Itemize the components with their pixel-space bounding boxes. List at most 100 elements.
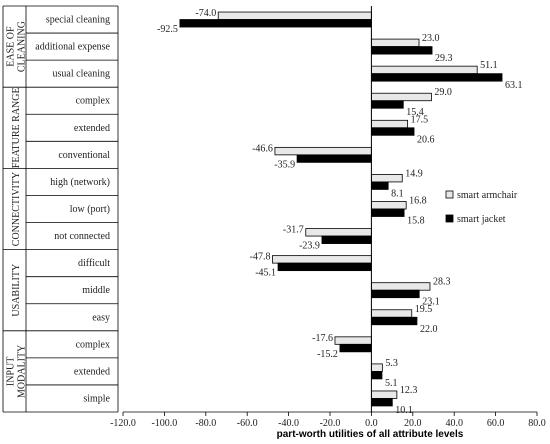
- bar-smart-armchair: [370, 119, 409, 129]
- value-label: -31.7: [283, 225, 304, 236]
- value-label: 29.3: [435, 53, 453, 64]
- value-label: -17.6: [312, 333, 333, 344]
- category-label: extended: [74, 366, 110, 377]
- x-tick-label: -20.0: [320, 418, 341, 429]
- x-tick-label: 20.0: [404, 418, 422, 429]
- category-label: middle: [82, 285, 110, 296]
- value-label: 17.5: [411, 114, 429, 125]
- legend: smart armchair smart jacket: [445, 190, 518, 225]
- bar-smart-jacket: [370, 316, 418, 326]
- value-label: 28.3: [433, 277, 451, 288]
- value-label: 14.9: [405, 168, 423, 179]
- value-label: 15.4: [406, 107, 424, 118]
- group-label: EASE OF: [6, 26, 17, 67]
- value-label: 12.3: [400, 385, 418, 396]
- bar-smart-armchair: [272, 255, 372, 264]
- category-label: easy: [92, 312, 110, 323]
- legend-label-smart-jacket: smart jacket: [457, 214, 506, 225]
- value-label: 23.1: [422, 297, 440, 308]
- group-label: CONNECTIVITY: [11, 172, 22, 246]
- bar-smart-jacket: [370, 398, 393, 407]
- category-label: extended: [74, 123, 110, 134]
- bar-smart-armchair: [334, 336, 372, 345]
- bar-smart-jacket: [370, 73, 503, 82]
- x-axis-title: part-worth utilities of all attribute le…: [277, 429, 464, 440]
- x-tick-label: 40.0: [445, 418, 463, 429]
- category-label: additional expense: [35, 42, 110, 53]
- bar-smart-armchair: [370, 38, 420, 47]
- group-label: CLEANING: [17, 21, 28, 72]
- bar-smart-jacket: [296, 154, 372, 163]
- bar-smart-armchair: [217, 11, 372, 20]
- bar-smart-armchair: [305, 228, 372, 237]
- x-tick-label: 0.0: [365, 418, 378, 429]
- category-label: high (network): [50, 177, 110, 188]
- value-label: -45.1: [255, 268, 276, 279]
- x-tick-label: -120.0: [110, 418, 136, 429]
- value-label: 15.8: [407, 216, 425, 227]
- axes-layer: -120.0 -100.0 -80.0 -60.0 -40.0 -20.0 0.0 20.0 4…: [2, 5, 546, 429]
- group-label: INPUT: [6, 357, 17, 386]
- bar-smart-armchair: [370, 363, 383, 372]
- x-tick-label: -40.0: [278, 418, 299, 429]
- category-label: low (port): [70, 204, 110, 215]
- bar-smart-armchair: [370, 174, 403, 183]
- value-label: 5.1: [385, 378, 398, 389]
- value-label: -35.9: [274, 159, 295, 170]
- bar-smart-jacket: [321, 235, 372, 244]
- group-label: USABILITY: [11, 264, 22, 317]
- value-label: 20.6: [417, 134, 435, 145]
- value-label: -74.0: [195, 8, 216, 19]
- value-label: 8.1: [391, 188, 404, 199]
- legend-swatch-smart-armchair: [445, 190, 454, 199]
- value-label: -23.9: [299, 241, 320, 252]
- value-label: 5.3: [385, 358, 398, 369]
- bar-smart-jacket: [179, 19, 372, 28]
- value-label: 29.0: [434, 87, 452, 98]
- category-label: difficult: [78, 258, 110, 269]
- value-label: 10.1: [395, 405, 413, 416]
- bar-smart-armchair: [370, 65, 478, 75]
- bar-smart-armchair: [370, 201, 407, 210]
- category-label: conventional: [58, 150, 110, 161]
- bar-smart-armchair: [370, 390, 398, 399]
- value-label: -15.2: [317, 349, 338, 360]
- bar-smart-jacket: [277, 262, 372, 272]
- bar-smart-armchair: [274, 146, 372, 156]
- bar-smart-jacket: [370, 289, 420, 299]
- value-label: 51.1: [480, 60, 498, 71]
- legend-swatch-smart-jacket: [445, 214, 454, 223]
- category-label: usual cleaning: [53, 69, 110, 80]
- x-tick-label: -80.0: [195, 418, 216, 429]
- bar-smart-armchair: [370, 309, 413, 318]
- x-tick-label: 60.0: [487, 418, 505, 429]
- bar-smart-jacket: [370, 100, 404, 109]
- category-label: complex: [76, 339, 110, 350]
- value-label: -92.5: [157, 24, 178, 35]
- value-label: 19.5: [415, 304, 433, 315]
- x-tick-label: 80.0: [528, 418, 546, 429]
- x-tick-label: -60.0: [237, 418, 258, 429]
- category-label: not connected: [54, 231, 110, 242]
- value-label: -47.8: [250, 252, 271, 263]
- labels-layer: special cleaning -74.0 -92.5 additional exp…: [35, 8, 522, 416]
- value-label: 63.1: [505, 80, 522, 91]
- group-label: MODALITY: [17, 345, 28, 398]
- bar-smart-armchair: [370, 282, 431, 291]
- x-tick-label: -100.0: [151, 418, 177, 429]
- value-label: -46.6: [252, 143, 273, 154]
- bar-smart-jacket: [370, 127, 415, 136]
- bar-smart-jacket: [370, 46, 433, 55]
- value-label: 16.8: [409, 196, 427, 207]
- bar-smart-jacket: [370, 208, 405, 217]
- bar-smart-jacket: [339, 343, 372, 353]
- category-label: special cleaning: [46, 15, 110, 26]
- category-label: complex: [76, 96, 110, 107]
- bar-smart-armchair: [370, 92, 432, 102]
- group-label: FEATURE RANGE: [11, 87, 22, 168]
- value-label: 22.0: [420, 324, 438, 335]
- bars-layer: [179, 11, 503, 407]
- legend-label-smart-armchair: smart armchair: [457, 190, 518, 201]
- bar-smart-jacket: [370, 181, 389, 190]
